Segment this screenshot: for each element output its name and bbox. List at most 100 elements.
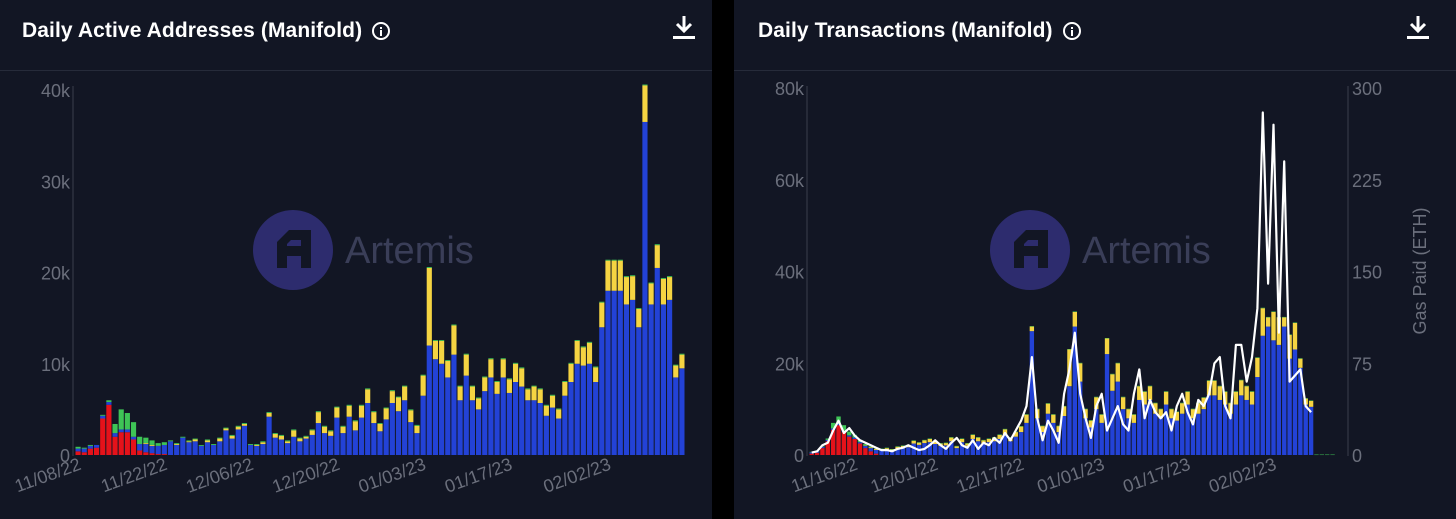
watermark-text: Artemis — [1082, 230, 1211, 272]
bar-segment-blue — [1115, 381, 1120, 455]
bar-segment-yellow — [884, 448, 890, 450]
bar-segment-blue — [954, 448, 959, 455]
bar-segment-green — [223, 427, 229, 429]
y-tick-label: 0 — [60, 446, 70, 466]
bar-segment-yellow — [309, 430, 315, 435]
bar-segment-green — [241, 423, 248, 424]
bar-segment-green — [636, 308, 642, 309]
bar-segment-blue — [358, 417, 365, 455]
bar-segment-yellow — [506, 379, 512, 393]
download-icon[interactable] — [1405, 14, 1431, 42]
info-icon[interactable] — [372, 22, 391, 40]
bar-segment-blue — [906, 447, 911, 455]
bar-segment-blue — [549, 407, 556, 455]
x-tick-label: 01/03/23 — [356, 454, 429, 497]
bar-segment-blue — [75, 448, 81, 452]
bar-segment-blue — [241, 425, 248, 455]
bar-segment-blue — [986, 442, 992, 455]
bar-segment-green — [204, 439, 211, 441]
bar-segment-blue — [605, 290, 611, 455]
bar-segment-green — [1137, 385, 1142, 387]
bar-segment-green — [75, 446, 81, 449]
bar-segment-yellow — [965, 443, 970, 446]
bar-segment-green — [476, 397, 482, 399]
bar-segment-blue — [512, 382, 519, 455]
bar-segment-green — [174, 443, 180, 445]
bar-segment-green — [1303, 398, 1308, 399]
bar-segment-green — [402, 385, 408, 387]
bar-segment-blue — [1147, 399, 1153, 455]
bar-segment-blue — [1061, 416, 1067, 455]
bar-segment-blue — [1008, 441, 1013, 455]
bar-segment-green — [954, 445, 959, 447]
bar-segment-green — [593, 366, 599, 368]
bar-segment-green — [340, 425, 346, 427]
bar-segment-blue — [229, 438, 235, 455]
info-icon[interactable] — [1062, 22, 1081, 40]
bar-segment-yellow — [143, 443, 149, 445]
bar-segment-green — [482, 376, 488, 378]
bar-segment-yellow — [439, 340, 445, 364]
bar-segment-green — [1222, 391, 1228, 392]
bar-segment-blue — [981, 443, 986, 455]
bar-segment-blue — [593, 382, 599, 455]
bar-segment-blue — [476, 409, 482, 456]
y2-tick-label: 0 — [1352, 446, 1362, 466]
bar-segment-yellow — [365, 389, 371, 403]
bar-segment-blue — [884, 449, 890, 455]
bar-segment-green — [543, 404, 549, 406]
bar-segment-green — [1120, 396, 1126, 398]
bar-segment-yellow — [457, 386, 463, 401]
bar-segment-yellow — [451, 325, 457, 355]
bar-segment-yellow — [1051, 414, 1056, 423]
bar-segment-green — [1314, 454, 1319, 456]
bar-segment-blue — [836, 423, 841, 426]
x-tick-label: 11/08/22 — [12, 454, 83, 496]
bar-segment-blue — [272, 437, 278, 455]
bar-segment-blue — [1303, 404, 1308, 455]
bar-segment-blue — [927, 442, 933, 455]
bar-segment-blue — [1040, 432, 1045, 455]
gas-paid-line — [811, 111, 1312, 454]
bar-segment-yellow — [358, 405, 365, 418]
bar-segment-blue — [1271, 340, 1276, 455]
bar-segment-green — [457, 385, 463, 387]
bar-segment-blue — [667, 299, 673, 456]
bar-segment-blue — [81, 448, 87, 453]
bar-segment-green — [895, 446, 900, 447]
download-icon[interactable] — [671, 14, 697, 42]
bar-segment-yellow — [586, 342, 593, 364]
bar-segment-green — [309, 429, 315, 431]
bar-segment-green — [654, 244, 660, 246]
bar-segment-blue — [992, 441, 997, 455]
bar-segment-red — [847, 436, 852, 455]
bar-segment-green — [1287, 334, 1292, 335]
bar-segment-blue — [1174, 420, 1180, 455]
bar-segment-blue — [1051, 422, 1056, 455]
bar-segment-red — [106, 404, 112, 455]
bar-segment-blue — [1083, 418, 1088, 455]
bar-segment-blue — [1276, 344, 1282, 455]
bar-segment-blue — [568, 382, 574, 455]
bar-segment-yellow — [149, 444, 155, 446]
bar-segment-green — [1142, 391, 1147, 392]
bar-segment-green — [1174, 411, 1180, 412]
bar-segment-yellow — [1239, 380, 1244, 396]
bar-segment-blue — [847, 435, 852, 437]
bar-segment-yellow — [266, 413, 272, 417]
bar-segment-blue — [1282, 326, 1287, 455]
bar-segment-blue — [1292, 349, 1298, 455]
bar-segment-green — [1325, 454, 1330, 456]
x-tick-label: 02/02/23 — [1206, 454, 1279, 497]
bar-segment-green — [235, 425, 241, 427]
bar-segment-blue — [186, 442, 192, 455]
bar-segment-green — [192, 438, 198, 440]
bar-segment-red — [814, 452, 820, 455]
bar-segment-yellow — [254, 444, 260, 446]
bar-segment-blue — [630, 299, 636, 456]
bar-segment-blue — [679, 368, 685, 455]
bar-segment-yellow — [1040, 426, 1045, 433]
bar-segment-blue — [1024, 422, 1029, 455]
bar-segment-yellow — [890, 449, 895, 451]
